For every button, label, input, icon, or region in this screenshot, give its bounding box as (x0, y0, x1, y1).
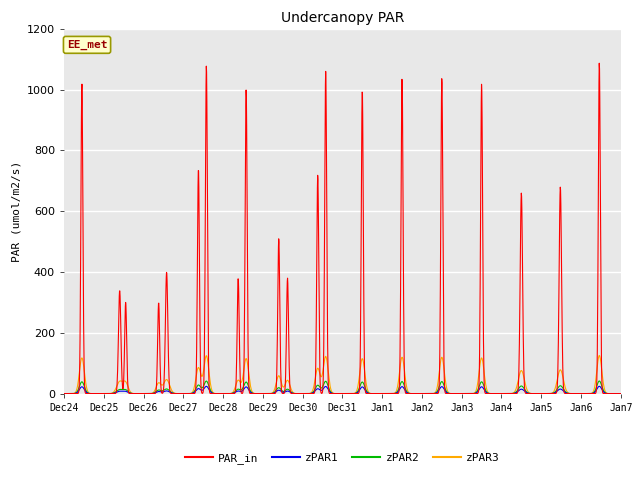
PAR_in (617, 391, 625, 396)
PAR_in (60, 391, 68, 396)
PAR_in (478, 115, 486, 121)
zPAR2 (373, 391, 381, 396)
Line: zPAR2: zPAR2 (64, 381, 621, 394)
zPAR3 (595, 353, 603, 359)
zPAR1 (595, 384, 603, 389)
zPAR1 (550, 390, 557, 396)
zPAR1 (566, 391, 573, 396)
zPAR3 (617, 391, 625, 396)
PAR_in (617, 391, 625, 396)
PAR_in (550, 391, 557, 396)
zPAR3 (566, 391, 573, 396)
PAR_in (595, 60, 603, 66)
Y-axis label: PAR (umol/m2/s): PAR (umol/m2/s) (12, 161, 21, 262)
zPAR3 (314, 366, 322, 372)
zPAR1 (60, 391, 68, 396)
Line: zPAR3: zPAR3 (64, 356, 621, 394)
zPAR3 (478, 356, 486, 361)
zPAR3 (617, 391, 625, 396)
Line: PAR_in: PAR_in (64, 63, 621, 394)
Legend: PAR_in, zPAR1, zPAR2, zPAR3: PAR_in, zPAR1, zPAR2, zPAR3 (180, 448, 504, 468)
zPAR1 (617, 391, 625, 396)
Title: Undercanopy PAR: Undercanopy PAR (281, 11, 404, 25)
Text: EE_met: EE_met (67, 40, 108, 50)
zPAR2 (60, 391, 68, 396)
PAR_in (100, 391, 108, 396)
zPAR3 (373, 391, 381, 396)
zPAR1 (100, 391, 108, 396)
PAR_in (314, 196, 322, 202)
zPAR2 (100, 391, 108, 396)
zPAR1 (373, 391, 381, 396)
Line: zPAR1: zPAR1 (64, 386, 621, 394)
zPAR1 (478, 384, 486, 390)
zPAR1 (617, 391, 625, 396)
zPAR1 (314, 386, 322, 392)
zPAR2 (595, 378, 603, 384)
zPAR2 (617, 391, 625, 396)
zPAR2 (617, 391, 625, 396)
PAR_in (566, 391, 573, 396)
zPAR2 (314, 383, 322, 388)
zPAR2 (550, 390, 557, 396)
PAR_in (373, 391, 381, 396)
zPAR3 (60, 391, 68, 396)
zPAR3 (550, 389, 557, 395)
zPAR2 (478, 379, 486, 385)
zPAR3 (100, 391, 108, 396)
zPAR2 (566, 391, 573, 396)
